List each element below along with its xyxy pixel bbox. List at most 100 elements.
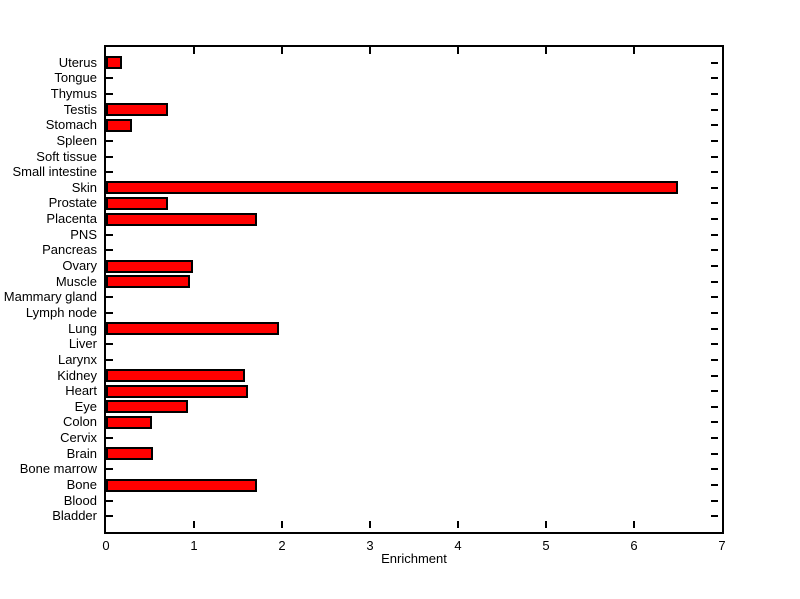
y-tick-label: Muscle: [55, 273, 97, 289]
bar: [106, 275, 190, 289]
y-tick-label: Cervix: [60, 430, 97, 446]
y-tick-left: [106, 296, 113, 299]
y-tick-label: Tongue: [54, 70, 97, 86]
y-tick-left: [106, 499, 113, 502]
y-tick-right: [711, 139, 718, 142]
y-tick-right: [711, 374, 718, 377]
x-tick-label: 6: [630, 538, 638, 553]
y-tick-right: [711, 202, 718, 205]
y-tick-right: [711, 186, 718, 189]
y-tick-right: [711, 405, 718, 408]
x-tick-label: 5: [542, 538, 550, 553]
y-tick-label: Bone: [66, 477, 97, 493]
x-tick-label: 7: [718, 538, 726, 553]
x-tick-label: 2: [278, 538, 286, 553]
bar: [106, 369, 246, 383]
y-tick-label: Ovary: [62, 258, 97, 274]
y-tick-right: [711, 452, 718, 455]
x-tick-top: [281, 47, 283, 54]
y-tick-left: [106, 139, 113, 142]
y-tick-left: [106, 311, 113, 314]
y-tick-left: [106, 155, 113, 158]
y-tick-right: [711, 358, 718, 361]
y-tick-label: Placenta: [46, 211, 97, 227]
y-tick-label: Skin: [71, 179, 97, 195]
y-tick-label: Eye: [74, 398, 97, 414]
y-tick-right: [711, 61, 718, 64]
y-tick-left: [106, 343, 113, 346]
y-tick-label: Soft tissue: [36, 148, 97, 164]
x-tick-top: [545, 47, 547, 54]
y-tick-left: [106, 171, 113, 174]
y-tick-label: Liver: [68, 336, 97, 352]
bar: [106, 56, 122, 70]
y-tick-right: [711, 280, 718, 283]
x-tick-label: 4: [454, 538, 462, 553]
y-tick-label: Bladder: [52, 508, 97, 524]
bar: [106, 212, 258, 226]
y-tick-left: [106, 468, 113, 471]
y-tick-label: Thymus: [50, 85, 97, 101]
x-tick-top: [193, 47, 195, 54]
bar: [106, 384, 248, 398]
y-tick-right: [711, 233, 718, 236]
y-tick-label: Heart: [65, 383, 97, 399]
y-tick-left: [106, 358, 113, 361]
x-tick-bottom: [369, 521, 371, 528]
y-tick-right: [711, 77, 718, 80]
y-tick-label: Larynx: [57, 351, 97, 367]
y-tick-label: Mammary gland: [3, 289, 97, 305]
bar: [106, 118, 132, 132]
y-tick-left: [106, 92, 113, 95]
y-tick-right: [711, 390, 718, 393]
y-tick-label: Small intestine: [12, 164, 97, 180]
x-tick-top: [633, 47, 635, 54]
y-tick-right: [711, 249, 718, 252]
y-tick-label: Lymph node: [25, 304, 97, 320]
y-tick-label: Colon: [63, 414, 97, 430]
y-tick-left: [106, 515, 113, 518]
bar: [106, 259, 194, 273]
y-tick-label: Spleen: [56, 132, 97, 148]
y-tick-label: Blood: [63, 492, 97, 508]
y-tick-label: Testis: [63, 101, 97, 117]
y-tick-left: [106, 437, 113, 440]
y-tick-right: [711, 296, 718, 299]
y-tick-label: Brain: [66, 445, 97, 461]
y-tick-right: [711, 327, 718, 330]
bar: [106, 103, 168, 117]
x-axis-title: Enrichment: [381, 551, 447, 566]
y-tick-right: [711, 108, 718, 111]
y-tick-right: [711, 484, 718, 487]
y-tick-right: [711, 171, 718, 174]
bar: [106, 181, 678, 195]
x-tick-top: [369, 47, 371, 54]
bar: [106, 415, 152, 429]
y-tick-left: [106, 77, 113, 80]
y-tick-right: [711, 124, 718, 127]
y-tick-label: Bone marrow: [19, 461, 97, 477]
x-tick-bottom: [457, 521, 459, 528]
y-tick-right: [711, 92, 718, 95]
x-tick-label: 1: [190, 538, 198, 553]
x-tick-top: [457, 47, 459, 54]
y-tick-right: [711, 468, 718, 471]
y-tick-label: PNS: [70, 226, 97, 242]
y-tick-label: Pancreas: [42, 242, 97, 258]
x-tick-bottom: [633, 521, 635, 528]
x-tick-label: 0: [102, 538, 110, 553]
y-tick-label: Kidney: [57, 367, 97, 383]
y-tick-label: Lung: [68, 320, 97, 336]
y-tick-right: [711, 421, 718, 424]
bar: [106, 447, 153, 461]
y-tick-right: [711, 155, 718, 158]
bar: [106, 196, 168, 210]
y-tick-right: [711, 265, 718, 268]
y-tick-left: [106, 233, 113, 236]
plot-area: [104, 45, 724, 534]
x-tick-bottom: [545, 521, 547, 528]
y-tick-right: [711, 343, 718, 346]
y-tick-label: Prostate: [48, 195, 97, 211]
x-tick-bottom: [193, 521, 195, 528]
